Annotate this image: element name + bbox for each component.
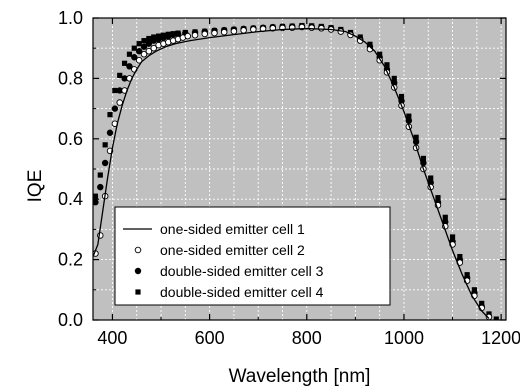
data-point: [464, 272, 470, 278]
data-point: [117, 72, 123, 78]
data-point: [308, 24, 315, 31]
data-point: [449, 234, 456, 240]
legend-marker-swatch: [134, 267, 142, 275]
data-point: [211, 29, 218, 37]
data-point: [126, 63, 133, 70]
data-point: [367, 41, 373, 47]
data-point: [420, 155, 426, 162]
data-point: [435, 195, 441, 201]
data-point: [102, 142, 108, 148]
data-point: [116, 99, 123, 106]
data-point: [146, 35, 152, 42]
y-tick-label: 0.6: [58, 129, 83, 149]
legend-label: one-sided emitter cell 1: [160, 221, 305, 237]
legend-box: [114, 206, 391, 306]
tick-labels: 400 600 800 1000 1200 0.0 0.2 0.4 0.6 0.8 1.0: [58, 8, 520, 348]
data-point: [140, 50, 148, 58]
y-axis-label: IQE: [25, 170, 46, 203]
data-point: [191, 31, 199, 39]
data-point: [175, 30, 181, 36]
series-line: [93, 27, 490, 319]
y-tick-label: 1.0: [58, 8, 83, 28]
data-point: [121, 75, 128, 82]
data-point: [240, 27, 247, 34]
data-point: [471, 287, 478, 293]
data-point: [155, 33, 162, 39]
data-point: [357, 34, 363, 40]
data-point: [101, 159, 109, 167]
data-point: [170, 31, 176, 37]
data-point: [97, 183, 104, 191]
legend-label: one-sided emitter cell 2: [160, 242, 305, 258]
data-point: [112, 87, 118, 94]
data-point: [398, 93, 405, 100]
data-point: [93, 193, 99, 199]
data-point: [160, 32, 167, 38]
legend: one-sided emitter cell 1 one-sided emitte…: [114, 206, 391, 306]
data-point: [140, 43, 148, 50]
y-tick-label: 0.2: [58, 250, 83, 270]
data-point: [182, 29, 188, 36]
y-tick-label: 0.0: [58, 310, 83, 330]
data-point: [192, 29, 198, 35]
legend-label: double-sided emitter cell 4: [160, 284, 324, 300]
data-point: [442, 214, 448, 220]
data-point: [141, 38, 147, 44]
data-point: [145, 47, 153, 55]
data-point: [201, 30, 209, 38]
data-point: [220, 28, 228, 36]
data-point: [413, 134, 419, 140]
legend-label: double-sided emitter cell 3: [160, 263, 324, 279]
data-point: [406, 113, 412, 119]
data-point: [97, 172, 103, 178]
data-point: [377, 51, 383, 57]
data-point: [442, 218, 449, 226]
data-point: [131, 45, 137, 51]
data-point: [428, 175, 434, 181]
data-point: [121, 60, 128, 66]
x-axis-label: Wavelength [nm]: [229, 366, 371, 387]
x-tick-label: 400: [97, 328, 127, 348]
data-point: [111, 105, 119, 112]
data-point: [93, 199, 99, 206]
legend-item-4: double-sided emitter cell 4: [135, 284, 324, 300]
axis-ticks: [93, 17, 506, 321]
series-layer: [93, 22, 499, 320]
data-point: [318, 25, 325, 32]
x-tick-label: 1000: [384, 328, 424, 348]
data-point: [136, 41, 142, 47]
data-point: [230, 28, 238, 35]
data-point: [135, 48, 143, 55]
data-point: [151, 34, 157, 40]
data-point: [135, 57, 143, 64]
data-point: [126, 51, 133, 57]
x-tick-label: 600: [195, 328, 225, 348]
data-point: [106, 129, 114, 136]
data-point: [145, 40, 153, 47]
data-point: [131, 54, 138, 61]
data-point: [493, 316, 499, 320]
data-point: [391, 75, 397, 81]
legend-item-1: one-sided emitter cell 1: [123, 221, 305, 237]
series-1: [93, 27, 490, 319]
data-point: [479, 300, 485, 306]
legend-item-3: double-sided emitter cell 3: [134, 263, 324, 279]
x-tick-label: 1200: [481, 328, 520, 348]
x-tick-label: 800: [292, 328, 322, 348]
legend-item-2: one-sided emitter cell 2: [134, 242, 305, 258]
data-point: [150, 44, 157, 52]
data-point: [165, 31, 171, 37]
data-point: [107, 112, 113, 118]
legend-marker-swatch: [135, 289, 141, 295]
legend-marker-swatch: [134, 246, 142, 254]
data-point: [116, 87, 123, 94]
data-point: [384, 62, 390, 68]
y-tick-label: 0.4: [58, 189, 83, 209]
data-point: [457, 253, 463, 260]
y-tick-label: 0.8: [58, 68, 83, 88]
data-point: [184, 32, 191, 40]
